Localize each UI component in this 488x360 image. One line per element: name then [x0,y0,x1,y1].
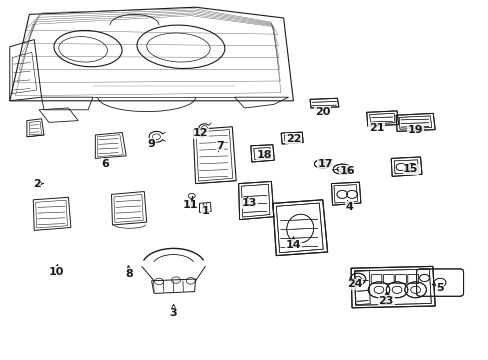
Text: 23: 23 [378,296,393,306]
Text: 22: 22 [285,134,301,144]
Text: 18: 18 [256,150,271,160]
Text: 14: 14 [285,240,301,250]
Text: 10: 10 [48,267,64,277]
Text: 19: 19 [407,125,423,135]
Text: 6: 6 [101,159,109,169]
Text: 1: 1 [201,206,209,216]
Text: 13: 13 [241,198,257,208]
Text: 16: 16 [339,166,354,176]
Text: 7: 7 [216,141,224,151]
Text: 5: 5 [435,283,443,293]
Text: 17: 17 [317,159,332,169]
Text: 3: 3 [169,308,177,318]
Text: 9: 9 [147,139,155,149]
Text: 24: 24 [346,279,362,289]
Text: 8: 8 [125,269,133,279]
Text: 2: 2 [33,179,41,189]
Text: 15: 15 [402,164,418,174]
Text: 21: 21 [368,123,384,133]
Text: 4: 4 [345,202,353,212]
Text: 20: 20 [314,107,330,117]
Text: 12: 12 [192,128,208,138]
Text: 11: 11 [183,200,198,210]
